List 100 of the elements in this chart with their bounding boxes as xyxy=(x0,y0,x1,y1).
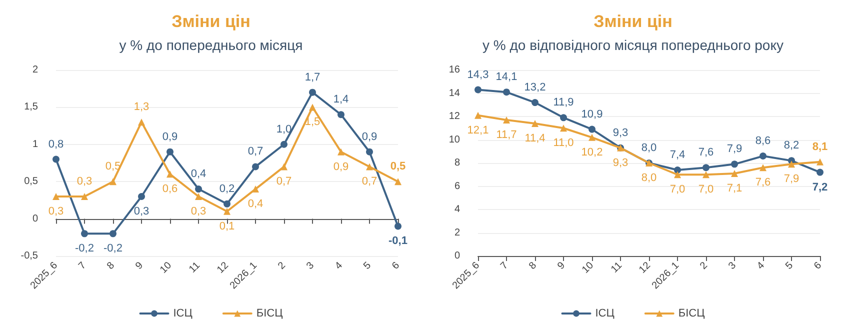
data-label: 1,0 xyxy=(276,123,292,136)
point xyxy=(560,124,567,132)
data-label: 7,0 xyxy=(698,184,714,196)
data-label: 0,3 xyxy=(76,175,92,188)
data-label: 7,6 xyxy=(755,176,771,189)
data-label: 0,8 xyxy=(48,138,64,150)
y-tick-label: 16 xyxy=(448,64,460,76)
point xyxy=(760,164,766,172)
point xyxy=(731,170,738,177)
data-label: 1,3 xyxy=(134,101,150,114)
x-tick-label: 3 xyxy=(304,260,317,272)
legend-label: БІСЦ xyxy=(256,308,283,320)
point xyxy=(731,160,738,168)
y-tick-label: -0,5 xyxy=(20,250,38,262)
x-tick-label: 4 xyxy=(755,260,768,272)
point xyxy=(394,222,402,230)
data-label: 0,6 xyxy=(162,183,178,196)
point xyxy=(474,112,482,119)
point xyxy=(338,148,344,156)
point xyxy=(195,186,202,193)
y-tick-label: 2 xyxy=(454,227,460,238)
data-label: 7,9 xyxy=(726,143,742,156)
chart-subtitle: у % до відповідного місяця попереднього року xyxy=(482,37,784,53)
x-tick-label: 10 xyxy=(580,260,596,276)
data-label: 0,9 xyxy=(362,130,378,143)
data-label: -0,2 xyxy=(75,242,94,255)
data-label: 1,7 xyxy=(304,71,320,84)
x-tick-label: 6 xyxy=(812,260,824,272)
data-label: 13,2 xyxy=(524,82,546,94)
data-label: 8,0 xyxy=(641,142,657,154)
x-tick-label: 5 xyxy=(362,260,374,272)
point xyxy=(138,192,145,200)
data-label: 11,0 xyxy=(553,137,574,150)
data-label: 8,1 xyxy=(812,140,828,153)
x-tick-label: 6 xyxy=(390,260,402,272)
point xyxy=(166,148,174,156)
data-label: 7,1 xyxy=(726,182,742,194)
point xyxy=(674,166,681,174)
point xyxy=(788,160,795,168)
point xyxy=(674,171,681,178)
chart-title: Зміни цін xyxy=(594,12,672,31)
x-tick-label: 2 xyxy=(276,260,288,272)
data-label: 0,4 xyxy=(190,168,206,180)
data-label: 9,3 xyxy=(612,156,628,169)
point xyxy=(110,178,116,186)
y-tick-label: 0 xyxy=(32,213,38,224)
y-tick-label: 12 xyxy=(448,111,460,122)
data-label: 12,1 xyxy=(467,124,489,136)
data-label: 8,2 xyxy=(784,140,800,152)
data-label: 9,3 xyxy=(612,126,628,139)
data-label: 10,2 xyxy=(581,146,603,158)
x-tick-label: 4 xyxy=(333,260,346,272)
point xyxy=(252,163,259,170)
x-tick-label: 11 xyxy=(187,260,203,276)
y-tick-label: 4 xyxy=(454,204,460,215)
point xyxy=(503,88,510,96)
data-label: -0,2 xyxy=(104,242,122,255)
point xyxy=(816,168,824,176)
point xyxy=(338,111,344,118)
point xyxy=(224,208,230,215)
data-label: 0,3 xyxy=(190,205,206,218)
point xyxy=(280,163,288,170)
point xyxy=(588,134,596,141)
data-label: 14,1 xyxy=(496,71,518,84)
point xyxy=(702,171,710,178)
data-label: 0,5 xyxy=(390,160,406,173)
x-tick-label: 12 xyxy=(637,260,654,276)
point xyxy=(760,152,766,160)
y-tick-label: 0,5 xyxy=(24,176,38,188)
point xyxy=(309,88,316,96)
chart-subtitle: у % до попереднього місяця xyxy=(119,37,303,53)
y-tick-label: 1,5 xyxy=(24,102,38,113)
data-label: 7,2 xyxy=(812,181,828,194)
x-tick-label: 8 xyxy=(527,260,540,272)
data-label: 8,6 xyxy=(755,135,771,148)
point xyxy=(702,164,710,172)
point xyxy=(532,120,538,127)
point xyxy=(81,192,88,200)
point xyxy=(110,230,116,238)
data-label: 11,7 xyxy=(496,128,517,141)
data-label: -0,1 xyxy=(388,235,408,248)
data-label: 14,3 xyxy=(467,68,489,81)
point xyxy=(816,158,824,166)
y-tick-label: 0 xyxy=(454,250,460,262)
data-label: 0,7 xyxy=(248,146,264,158)
y-tick-label: 10 xyxy=(448,134,460,146)
data-label: 0,1 xyxy=(219,220,235,232)
data-label: 0,7 xyxy=(362,176,378,188)
legend-label: ІСЦ xyxy=(595,308,614,320)
data-label: 0,9 xyxy=(333,160,349,173)
data-label: 7,6 xyxy=(698,146,714,159)
point xyxy=(588,126,596,133)
y-tick-label: 6 xyxy=(454,180,460,192)
point xyxy=(166,170,174,178)
point xyxy=(366,148,373,156)
data-label: 0,9 xyxy=(162,130,178,143)
data-label: 0,2 xyxy=(219,182,235,195)
point xyxy=(503,116,510,124)
x-tick-label: 8 xyxy=(105,260,118,272)
y-tick-label: 2 xyxy=(32,64,38,76)
